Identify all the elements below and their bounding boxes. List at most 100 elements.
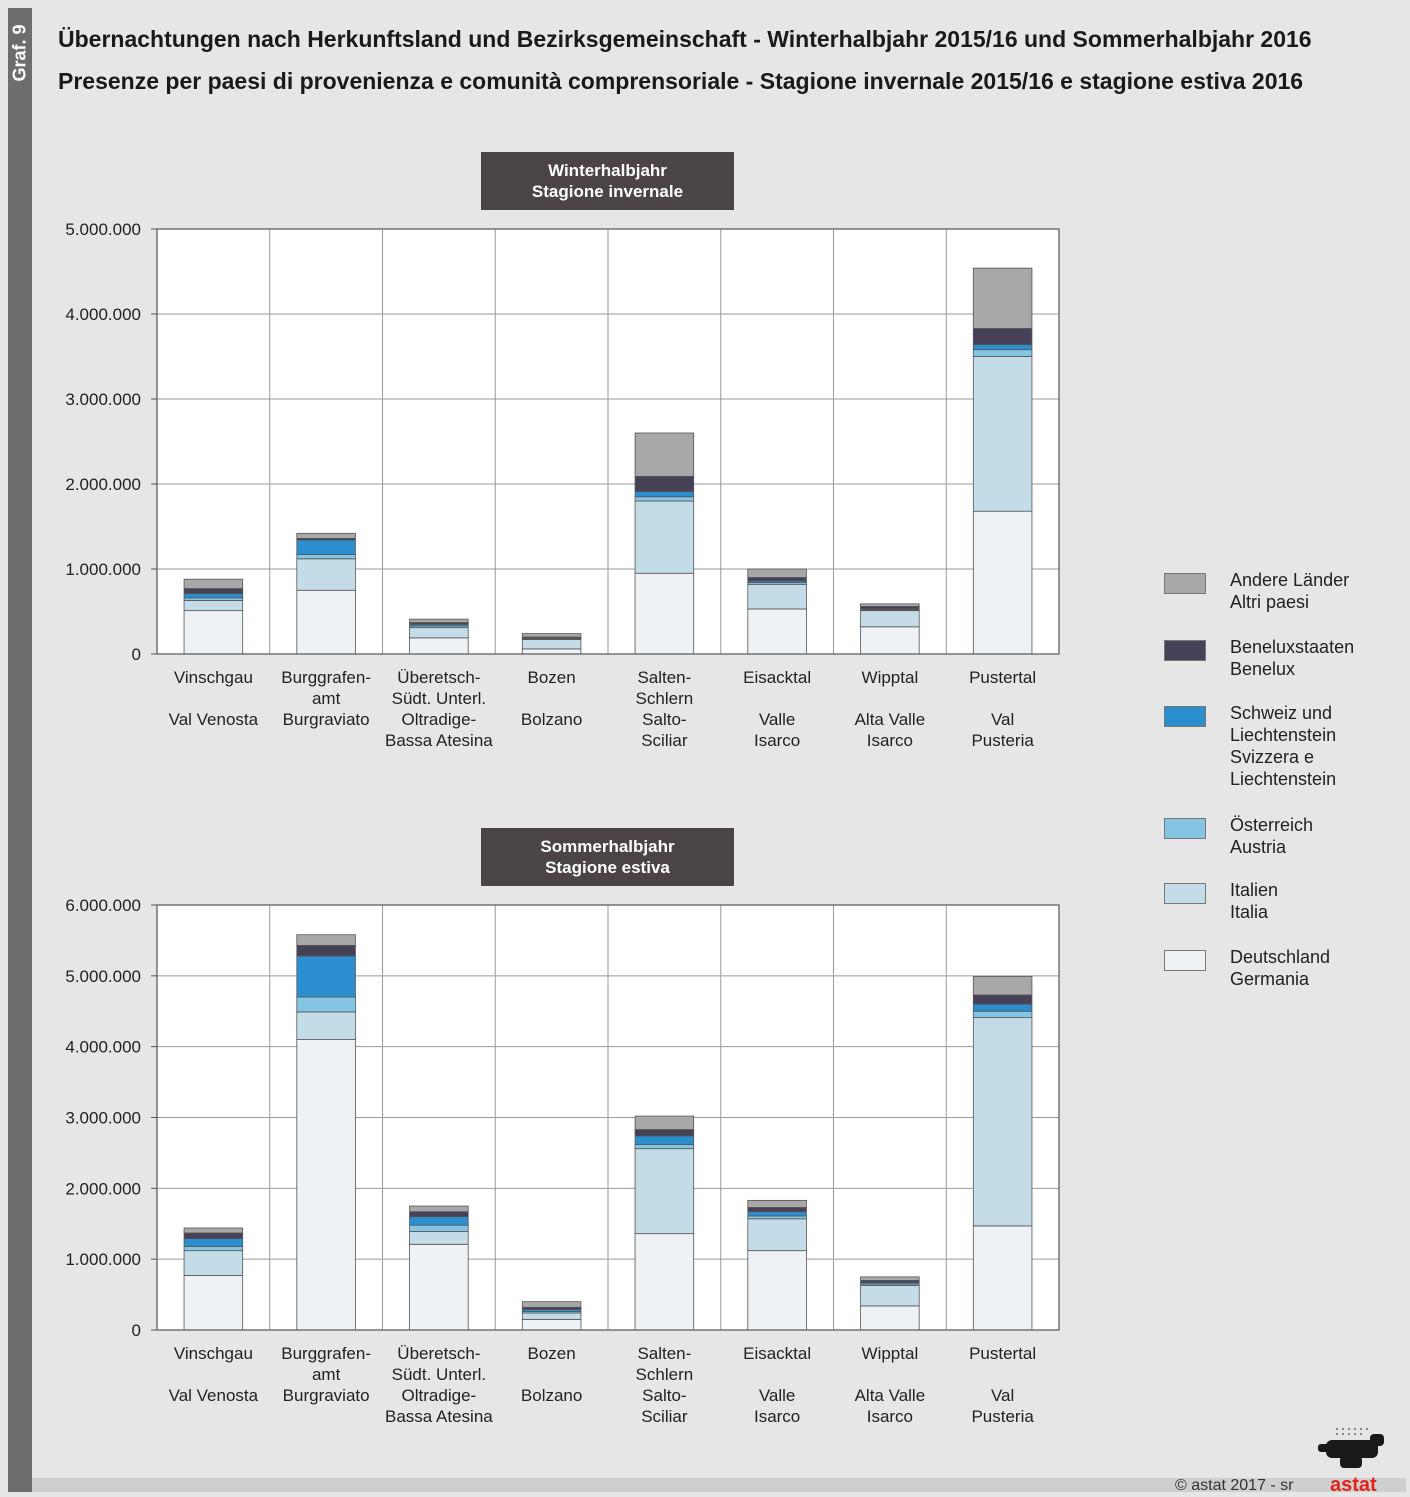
x-tick-label: Sciliar xyxy=(641,731,688,750)
y-tick-label: 3.000.000 xyxy=(65,390,141,409)
legend-label-line: Andere Länder xyxy=(1230,570,1350,590)
bar-segment-italien xyxy=(972,356,1033,512)
bar-segment-deutschland xyxy=(296,589,356,655)
x-tick-label: Val Venosta xyxy=(169,710,259,729)
y-tick-label: 0 xyxy=(132,1321,141,1340)
x-tick-label: Pusteria xyxy=(971,1407,1034,1426)
astat-logo-icon xyxy=(1318,1428,1384,1468)
x-tick-label: amt xyxy=(312,1365,341,1384)
legend-label-line: Germania xyxy=(1230,969,1310,989)
legend-swatch xyxy=(1164,950,1206,971)
x-tick-label: Val xyxy=(991,710,1014,729)
bar-segment-deutschland xyxy=(409,1243,469,1331)
bar-segment-schweiz-und-liechtenstein xyxy=(972,1003,1033,1012)
legend-label-line: Italia xyxy=(1230,902,1269,922)
x-tick-label: Eisacktal xyxy=(743,1344,811,1363)
bar-segment-italien xyxy=(634,1148,695,1235)
bar-segment-deutschland xyxy=(296,1039,356,1331)
x-tick-label: Burgraviato xyxy=(283,1386,370,1405)
winter-header-it: Stagione invernale xyxy=(531,182,684,201)
copyright: © astat 2017 - sr xyxy=(1175,1477,1294,1494)
bar-segment-andere-l-nder xyxy=(860,1276,920,1281)
y-tick-label: 2.000.000 xyxy=(65,1179,141,1198)
legend-label-line: Liechtenstein xyxy=(1230,769,1337,789)
summer-panel-header: Sommerhalbjahr Stagione estiva xyxy=(481,828,734,886)
x-tick-label: Wipptal xyxy=(862,1344,919,1363)
legend-swatch xyxy=(1164,640,1206,661)
bar-segment-deutschland xyxy=(860,626,920,655)
winter-chart: 0 1.000.000 2.000.000 3.000.000 4.000.000 5.0… xyxy=(65,220,1060,750)
x-tick-label: Bassa Atesina xyxy=(385,1407,493,1426)
bar-segment-andere-l-nder xyxy=(409,618,469,623)
y-tick-label: 4.000.000 xyxy=(65,1038,141,1057)
x-tick-label: Pustertal xyxy=(969,1344,1036,1363)
bar-segment-deutschland xyxy=(634,1233,695,1331)
legend-label-line: Beneluxstaaten xyxy=(1230,637,1355,657)
x-tick-label: Val xyxy=(991,1386,1014,1405)
legend-swatch xyxy=(1164,573,1206,594)
y-tick-label: 1.000.000 xyxy=(65,1250,141,1269)
legend-label-line: Austria xyxy=(1230,837,1287,857)
bar-segment-schweiz-und-liechtenstein xyxy=(183,1238,244,1247)
y-tick-label: 5.000.000 xyxy=(65,967,141,986)
x-tick-label: Burgraviato xyxy=(283,710,370,729)
legend-label: Österreich Austria xyxy=(1230,814,1313,858)
bar-segment-deutschland xyxy=(183,610,244,655)
plot-border xyxy=(156,904,1060,1331)
bar-segment--sterreich xyxy=(409,1224,469,1232)
x-tick-label: Bolzano xyxy=(521,710,582,729)
x-tick-label: Valle xyxy=(759,1386,796,1405)
x-tick-label: Oltradige- xyxy=(402,710,477,729)
x-tick-label: Schlern xyxy=(636,1365,694,1384)
bar-segment-schweiz-und-liechtenstein xyxy=(296,955,356,998)
x-tick-label: Südt. Unterl. xyxy=(392,1365,487,1384)
bar-segment-andere-l-nder xyxy=(972,267,1033,329)
x-tick-label: Bassa Atesina xyxy=(385,731,493,750)
bar-segment-italien xyxy=(747,1218,807,1252)
bar-segment-beneluxstaaten xyxy=(296,944,356,957)
x-tick-label: Überetsch- xyxy=(397,668,480,687)
y-tick-label: 2.000.000 xyxy=(65,475,141,494)
x-tick-label: Vinschgau xyxy=(174,668,253,687)
summer-chart: 0 1.000.000 2.000.000 3.000.000 4.000.000 5.0… xyxy=(65,896,1060,1426)
astat-logo-text: astat xyxy=(1330,1474,1377,1496)
bar-segment-deutschland xyxy=(634,572,695,655)
bar-segment-andere-l-nder xyxy=(634,1115,695,1130)
bar-segment-schweiz-und-liechtenstein xyxy=(747,1211,807,1217)
footer-bar xyxy=(32,1478,1406,1492)
bar-segment-deutschland xyxy=(521,1318,582,1331)
x-tick-label: Isarco xyxy=(867,731,913,750)
bar-segment-andere-l-nder xyxy=(296,532,356,539)
x-tick-label: amt xyxy=(312,689,341,708)
x-tick-label: Alta Valle xyxy=(855,1386,926,1405)
y-tick-label: 0 xyxy=(132,645,141,664)
bar-segment--sterreich xyxy=(972,1010,1033,1019)
x-tick-label: Überetsch- xyxy=(397,1344,480,1363)
x-tick-label: Bolzano xyxy=(521,1386,582,1405)
legend-label: Deutschland Germania xyxy=(1230,946,1330,990)
x-tick-label: Burggrafen- xyxy=(281,1344,371,1363)
x-tick-label: Salto- xyxy=(642,1386,686,1405)
bar-segment-italien xyxy=(296,558,356,591)
x-tick-label: Valle xyxy=(759,710,796,729)
bar-segment-italien xyxy=(409,1231,469,1245)
bar-segment-beneluxstaaten xyxy=(634,1129,695,1137)
legend-label: Italien Italia xyxy=(1230,879,1278,923)
summer-header-de: Sommerhalbjahr xyxy=(540,837,675,856)
bar-segment-italien xyxy=(183,1250,244,1276)
bar-segment-schweiz-und-liechtenstein xyxy=(409,1216,469,1226)
bar-segment-andere-l-nder xyxy=(972,976,1033,996)
x-tick-label: Eisacktal xyxy=(743,668,811,687)
x-tick-label: Vinschgau xyxy=(174,1344,253,1363)
x-tick-label: Bozen xyxy=(528,1344,576,1363)
x-tick-label: Val Venosta xyxy=(169,1386,259,1405)
bar-segment-beneluxstaaten xyxy=(183,1232,244,1240)
legend-label: Schweiz und Liechtenstein Svizzera e Liecht… xyxy=(1230,702,1336,790)
bar-segment-deutschland xyxy=(747,608,807,655)
x-tick-label: Salten- xyxy=(637,668,691,687)
plot-border xyxy=(156,228,1060,655)
x-tick-label: Sciliar xyxy=(641,1407,688,1426)
title-italian: Presenze per paesi di provenienza e comu… xyxy=(58,68,1304,94)
bar-segment-deutschland xyxy=(972,1225,1033,1331)
bar-segment-beneluxstaaten xyxy=(972,994,1033,1005)
